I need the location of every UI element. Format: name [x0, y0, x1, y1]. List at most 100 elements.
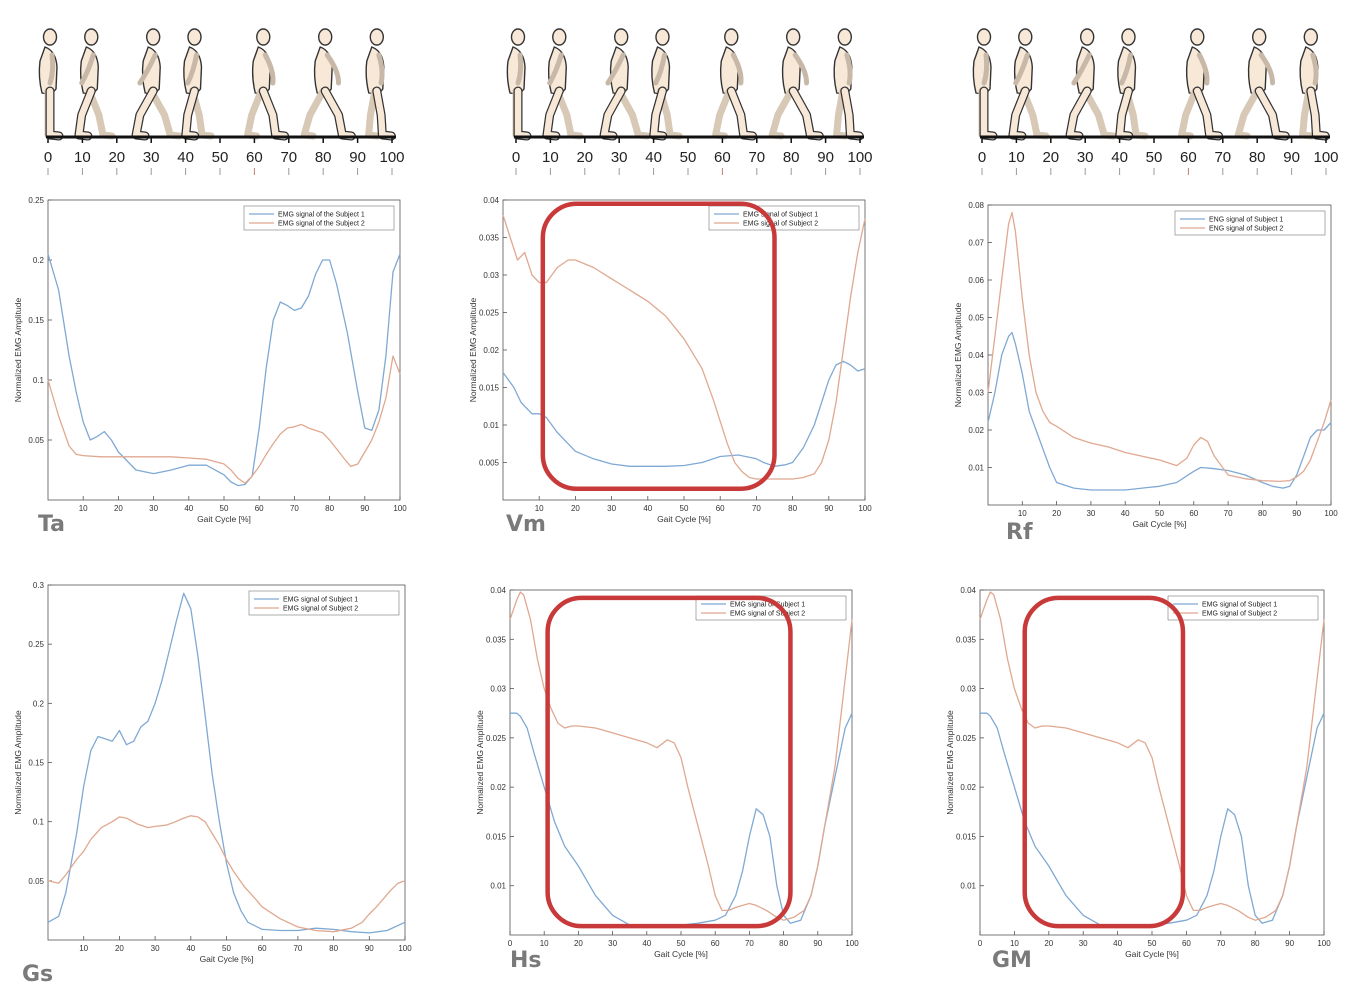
- gait-cycle-strip-vm: 0 10 20 30 40 50 60 70 80 90 100: [506, 28, 873, 175]
- walking-figure-icon: [365, 28, 396, 141]
- x-tick-label: 10: [79, 504, 88, 513]
- muscle-label-gs: Gs: [22, 962, 54, 987]
- y-tick-label: 0.15: [28, 759, 44, 768]
- highlight-region-box: [540, 201, 777, 491]
- emg-series-line-2: [979, 591, 1325, 921]
- legend-entry: EMG signal of Subject 1: [743, 212, 818, 219]
- x-axis-title: Gait Cycle [%]: [1133, 519, 1187, 529]
- x-tick-label: 20: [115, 944, 124, 953]
- gait-tick-label: 40: [1111, 149, 1128, 166]
- x-tick-label: 30: [151, 944, 160, 953]
- x-tick-label: 20: [1052, 509, 1061, 518]
- walking-figure-icon: [833, 28, 864, 141]
- walking-figure-icon: [1178, 28, 1224, 141]
- y-tick-label: 0.03: [483, 271, 499, 280]
- x-tick-label: 30: [607, 504, 616, 513]
- x-tick-label: 30: [608, 939, 617, 948]
- x-tick-label: 10: [79, 944, 88, 953]
- x-tick-label: 10: [1018, 509, 1027, 518]
- x-axis-title: Gait Cycle [%]: [1125, 949, 1179, 959]
- x-tick-label: 50: [1155, 509, 1164, 518]
- y-tick-label: 0.01: [483, 421, 499, 430]
- y-tick-label: 0.025: [479, 309, 500, 318]
- muscle-label-vm: Vm: [506, 512, 546, 537]
- y-tick-label: 0.07: [968, 239, 984, 248]
- x-tick-label: 70: [293, 944, 302, 953]
- gait-tick-label: 30: [1077, 149, 1094, 166]
- y-tick-label: 0.04: [968, 351, 984, 360]
- y-tick-label: 0.06: [968, 276, 984, 285]
- x-tick-label: 100: [1317, 939, 1331, 948]
- y-tick-label: 0.01: [490, 882, 506, 891]
- y-tick-label: 0.25: [28, 196, 44, 205]
- y-tick-label: 0.03: [968, 389, 984, 398]
- x-tick-label: 90: [1292, 509, 1301, 518]
- walking-figure-icon: [599, 28, 651, 141]
- y-tick-label: 0.015: [486, 832, 507, 841]
- y-tick-label: 0.1: [33, 376, 45, 385]
- legend-entry: EMG signal of the Subject 1: [278, 212, 365, 219]
- plot-area: [47, 199, 401, 501]
- x-tick-label: 90: [1285, 939, 1294, 948]
- x-tick-label: 70: [752, 504, 761, 513]
- x-tick-label: 60: [258, 944, 267, 953]
- y-tick-label: 0.05: [28, 436, 44, 445]
- legend-entry: EMG signal of Subject 1: [283, 597, 358, 604]
- gait-tick-label: 70: [280, 149, 297, 166]
- x-tick-label: 50: [1148, 939, 1157, 948]
- y-axis-title: Normalized EMG Amplitude: [945, 710, 955, 815]
- highlight-region-box: [545, 595, 793, 929]
- muscle-label-rf: Rf: [1006, 520, 1033, 545]
- x-tick-label: 50: [677, 939, 686, 948]
- x-tick-label: 20: [574, 939, 583, 948]
- muscle-label-ta: Ta: [38, 512, 66, 537]
- x-tick-label: 50: [222, 944, 231, 953]
- x-tick-label: 100: [393, 504, 407, 513]
- x-tick-label: 80: [325, 504, 334, 513]
- walking-figure-icon: [712, 28, 758, 141]
- y-tick-label: 0.04: [490, 586, 506, 595]
- gait-tick-label: 40: [177, 149, 194, 166]
- x-tick-label: 20: [114, 504, 123, 513]
- x-tick-label: 100: [1324, 509, 1338, 518]
- emg-series-line-2: [47, 355, 401, 484]
- y-axis-title: Normalized EMG Amplitude: [953, 303, 963, 408]
- emg-series-line-2: [47, 815, 406, 933]
- x-tick-label: 80: [1251, 939, 1260, 948]
- gait-tick-label: 20: [1042, 149, 1059, 166]
- gait-cycle-strip-ta: 0 10 20 30 40 50 60 70 80 90 100: [38, 28, 405, 175]
- y-tick-label: 0.15: [28, 316, 44, 325]
- y-tick-label: 0.2: [33, 699, 45, 708]
- legend-entry: EMG signal of Subject 2: [283, 606, 358, 613]
- x-tick-label: 40: [1113, 939, 1122, 948]
- x-tick-label: 40: [1121, 509, 1130, 518]
- y-tick-label: 0.035: [956, 635, 977, 644]
- gait-tick-label: 60: [1180, 149, 1197, 166]
- x-tick-label: 10: [535, 504, 544, 513]
- x-tick-label: 0: [978, 939, 983, 948]
- y-tick-label: 0.04: [483, 196, 499, 205]
- y-tick-label: 0.03: [960, 685, 976, 694]
- gait-tick-label: 90: [817, 149, 834, 166]
- y-tick-label: 0.005: [479, 459, 500, 468]
- walking-figure-icon: [542, 28, 584, 141]
- gait-tick-label: 60: [714, 149, 731, 166]
- x-tick-label: 90: [360, 504, 369, 513]
- x-tick-label: 70: [290, 504, 299, 513]
- emg-chart-ta: 0.05 0.1 0.15 0.2 0.25 10 20 30 40 50 60 70 80 90 100 G…: [13, 196, 407, 524]
- emg-series-line-2: [987, 211, 1332, 483]
- walking-figure-icon: [649, 28, 683, 141]
- gait-tick-label: 20: [108, 149, 125, 166]
- x-tick-label: 100: [398, 944, 412, 953]
- gait-tick-label: 50: [1146, 149, 1163, 166]
- gait-tick-label: 10: [74, 149, 91, 166]
- emg-chart-hs: 0.01 0.015 0.02 0.025 0.03 0.035 0.04 0 10 20 30 40…: [475, 586, 859, 959]
- gait-tick-label: 10: [542, 149, 559, 166]
- gait-tick-label: 80: [1249, 149, 1266, 166]
- x-tick-label: 60: [716, 504, 725, 513]
- legend-box: [708, 205, 860, 231]
- x-tick-label: 70: [745, 939, 754, 948]
- x-tick-label: 80: [1258, 509, 1267, 518]
- y-axis-title: Normalized EMG Amplitude: [468, 298, 478, 403]
- x-tick-label: 20: [1044, 939, 1053, 948]
